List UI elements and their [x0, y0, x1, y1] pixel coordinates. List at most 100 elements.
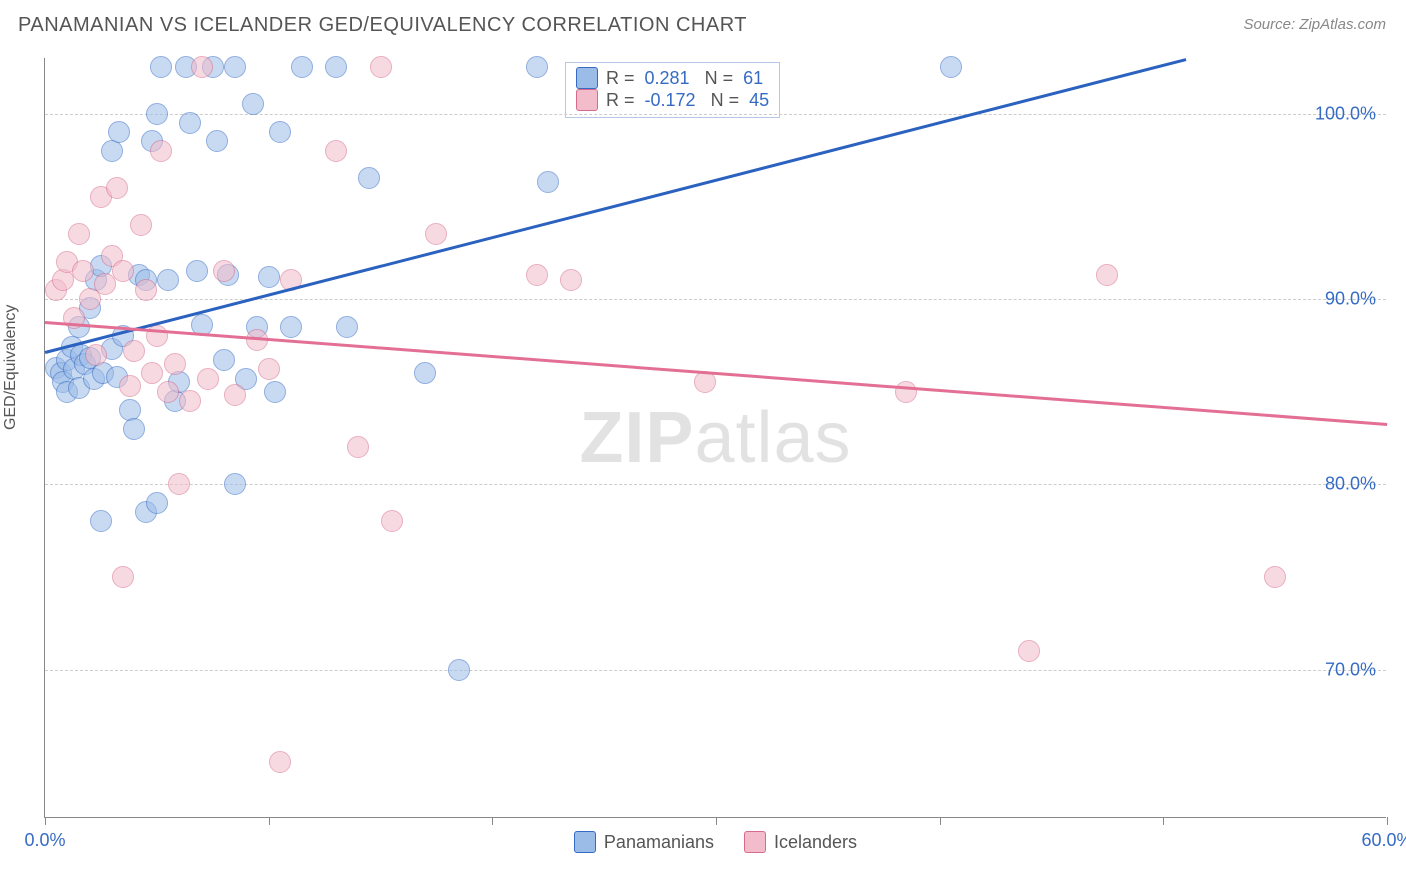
scatter-point [123, 340, 145, 362]
legend-stats-text: R = 0.281 N = 61 [606, 68, 763, 89]
stats-legend-row: R = 0.281 N = 61 [576, 67, 769, 89]
scatter-point [213, 349, 235, 371]
scatter-point [224, 473, 246, 495]
scatter-point [191, 56, 213, 78]
scatter-point [72, 260, 94, 282]
y-tick-label: 90.0% [1325, 288, 1376, 309]
scatter-point [197, 368, 219, 390]
series-legend-label: Icelanders [774, 832, 857, 853]
scatter-point [1096, 264, 1118, 286]
chart-source: Source: ZipAtlas.com [1243, 16, 1386, 33]
scatter-point [537, 171, 559, 193]
legend-swatch [576, 89, 598, 111]
scatter-point [448, 659, 470, 681]
stats-legend: R = 0.281 N = 61R = -0.172 N = 45 [565, 62, 780, 118]
gridline [45, 114, 1386, 115]
scatter-point [269, 121, 291, 143]
scatter-point [526, 264, 548, 286]
scatter-point [157, 381, 179, 403]
scatter-point [52, 269, 74, 291]
scatter-point [358, 167, 380, 189]
scatter-point [347, 436, 369, 458]
x-tick [269, 817, 270, 825]
scatter-point [213, 260, 235, 282]
scatter-point [224, 384, 246, 406]
stats-legend-row: R = -0.172 N = 45 [576, 89, 769, 111]
gridline [45, 484, 1386, 485]
scatter-point [258, 266, 280, 288]
scatter-point [135, 279, 157, 301]
scatter-point [119, 375, 141, 397]
x-tick-label: 0.0% [24, 830, 65, 851]
x-tick [940, 817, 941, 825]
scatter-point [560, 269, 582, 291]
legend-stats-text: R = -0.172 N = 45 [606, 90, 769, 111]
scatter-point [68, 223, 90, 245]
scatter-point [206, 130, 228, 152]
y-tick-label: 80.0% [1325, 474, 1376, 495]
scatter-point [168, 473, 190, 495]
scatter-point [242, 93, 264, 115]
scatter-point [694, 371, 716, 393]
x-tick [1163, 817, 1164, 825]
x-tick [1387, 817, 1388, 825]
scatter-point [106, 177, 128, 199]
scatter-point [280, 316, 302, 338]
scatter-point [325, 56, 347, 78]
x-tick [492, 817, 493, 825]
scatter-point [414, 362, 436, 384]
scatter-point [258, 358, 280, 380]
scatter-point [1264, 566, 1286, 588]
scatter-point [164, 353, 186, 375]
y-axis-label: GED/Equivalency [2, 305, 20, 430]
scatter-point [179, 112, 201, 134]
scatter-point [157, 269, 179, 291]
scatter-point [325, 140, 347, 162]
x-tick [716, 817, 717, 825]
series-legend-item: Icelanders [744, 831, 857, 853]
scatter-point [224, 56, 246, 78]
scatter-point [895, 381, 917, 403]
scatter-point [381, 510, 403, 532]
scatter-point [370, 56, 392, 78]
series-legend-item: Panamanians [574, 831, 714, 853]
scatter-point [90, 510, 112, 532]
scatter-point [108, 121, 130, 143]
y-tick-label: 70.0% [1325, 659, 1376, 680]
watermark-bold: ZIP [579, 398, 694, 478]
chart-container: PANAMANIAN VS ICELANDER GED/EQUIVALENCY … [0, 0, 1406, 892]
scatter-point [526, 56, 548, 78]
scatter-point [150, 140, 172, 162]
watermark: ZIPatlas [579, 397, 851, 479]
legend-swatch [576, 67, 598, 89]
scatter-point [112, 260, 134, 282]
scatter-point [940, 56, 962, 78]
scatter-point [146, 492, 168, 514]
chart-title: PANAMANIAN VS ICELANDER GED/EQUIVALENCY … [18, 14, 747, 37]
scatter-point [141, 362, 163, 384]
scatter-point [130, 214, 152, 236]
legend-swatch [574, 831, 596, 853]
legend-swatch [744, 831, 766, 853]
gridline [45, 670, 1386, 671]
x-tick-label: 60.0% [1361, 830, 1406, 851]
scatter-point [186, 260, 208, 282]
scatter-point [150, 56, 172, 78]
scatter-point [1018, 640, 1040, 662]
x-tick [45, 817, 46, 825]
scatter-point [123, 418, 145, 440]
scatter-point [179, 390, 201, 412]
scatter-point [336, 316, 358, 338]
scatter-point [146, 103, 168, 125]
series-legend: Panamanians Icelanders [45, 831, 1386, 853]
scatter-point [264, 381, 286, 403]
scatter-point [269, 751, 291, 773]
scatter-point [425, 223, 447, 245]
y-tick-label: 100.0% [1315, 103, 1376, 124]
scatter-point [112, 566, 134, 588]
watermark-rest: atlas [694, 398, 851, 478]
plot-area: ZIPatlas R = 0.281 N = 61R = -0.172 N = … [44, 58, 1386, 818]
scatter-point [291, 56, 313, 78]
series-legend-label: Panamanians [604, 832, 714, 853]
scatter-point [85, 344, 107, 366]
